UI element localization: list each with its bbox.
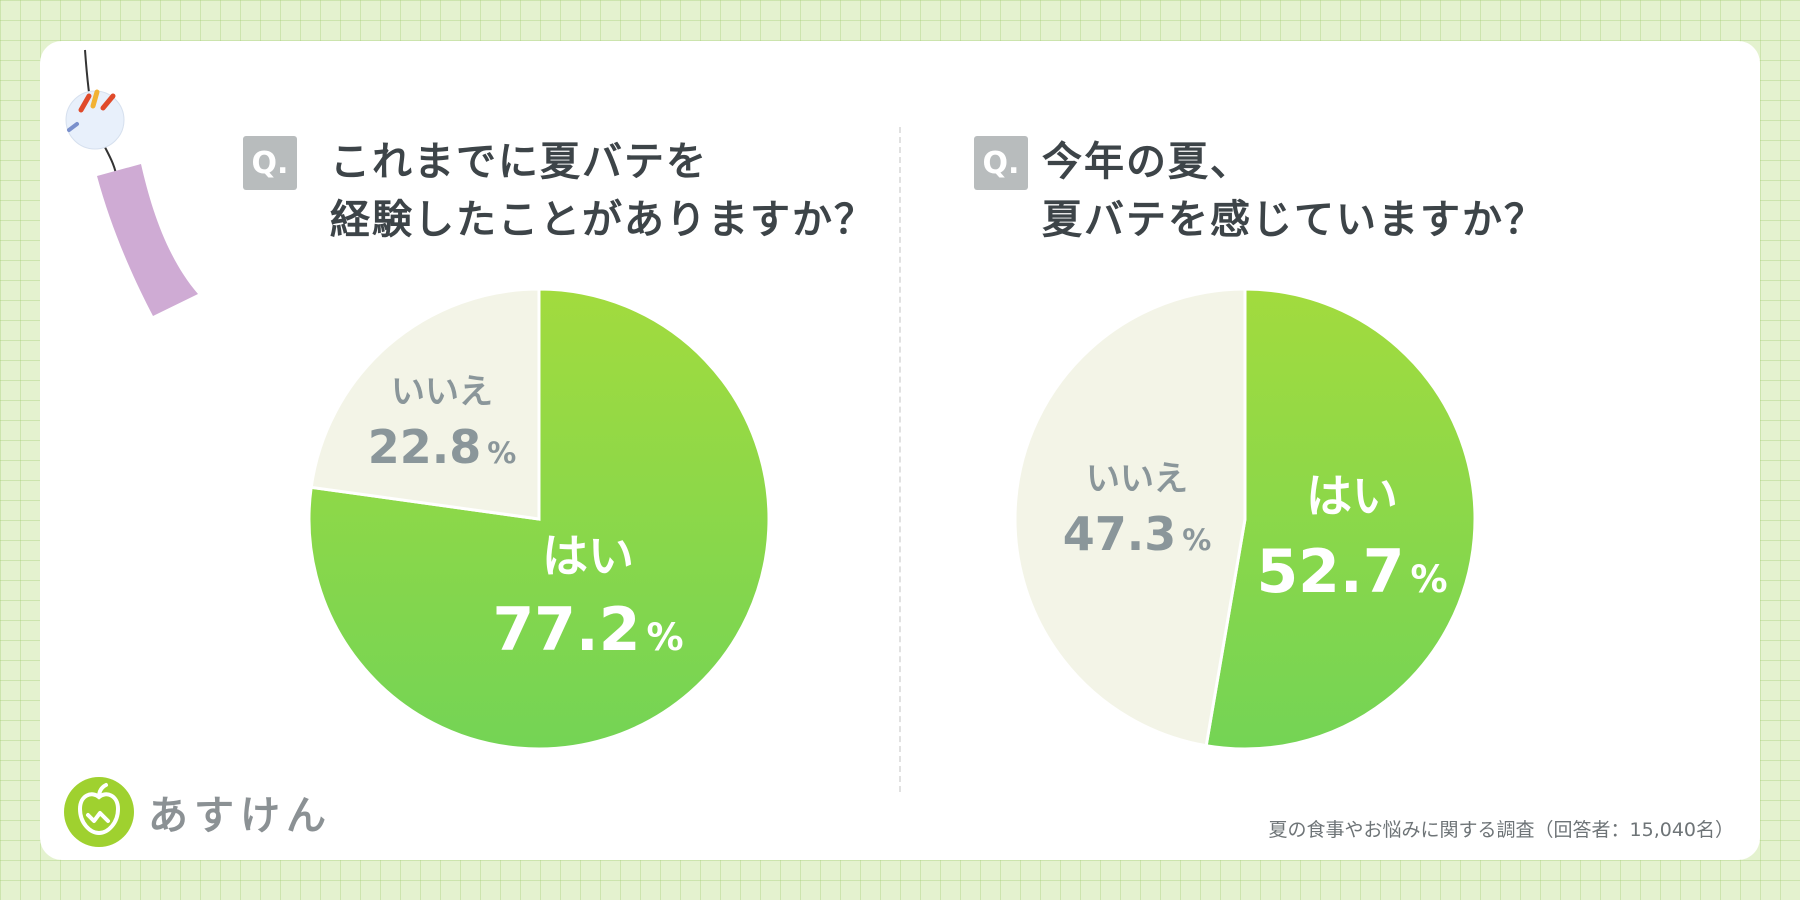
question-line-1: これまでに夏バテを — [330, 139, 708, 185]
pie-slice-yes — [1204, 287, 1477, 751]
center-divider — [899, 127, 901, 792]
question-badge-left: Q. — [243, 136, 297, 190]
slice-label-no: いいえ — [1086, 459, 1188, 499]
pie-slice-no — [1013, 287, 1247, 748]
survey-footnote: 夏の食事やお悩みに関する調査（回答者：15,040名） — [1268, 819, 1734, 841]
slice-value-no: 47.3% — [1063, 507, 1212, 561]
slice-label-yes: はい — [1306, 469, 1398, 523]
question-line-2: 経験したことがありますか？ — [330, 197, 876, 243]
slice-label-no: いいえ — [391, 372, 493, 412]
slice-value-yes: 52.7% — [1256, 537, 1447, 607]
pie-slice-no — [309, 287, 541, 521]
question-text-right: 今年の夏、 夏バテを感じていますか？ — [1042, 133, 1546, 249]
question-line-2: 夏バテを感じていますか？ — [1042, 197, 1546, 243]
brand-logo: あすけん — [64, 777, 332, 847]
slice-label-yes: はい — [542, 529, 634, 583]
wind-chime-decoration — [65, 49, 198, 316]
slice-value-yes: 77.2% — [492, 595, 683, 665]
apple-logo-icon — [64, 777, 134, 847]
logo-text: あすけん — [148, 793, 332, 839]
slice-value-no: 22.8% — [368, 420, 517, 474]
question-badge-right: Q. — [974, 136, 1028, 190]
question-line-1: 今年の夏、 — [1042, 139, 1252, 185]
question-text-left: これまでに夏バテを 経験したことがありますか？ — [330, 133, 876, 249]
